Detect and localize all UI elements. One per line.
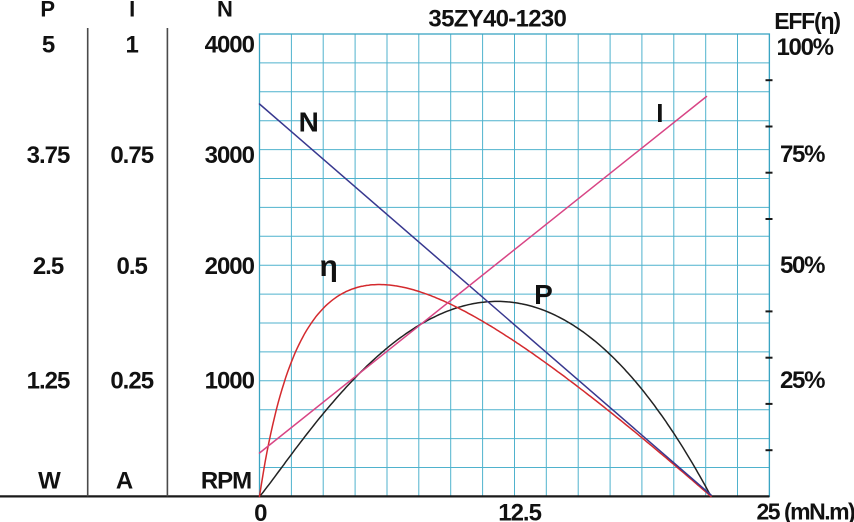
svg-text:EFF(η): EFF(η) [774,8,840,34]
svg-text:I: I [656,98,663,128]
svg-text:N: N [217,0,232,22]
svg-text:75%: 75% [780,141,825,168]
svg-text:1: 1 [126,32,139,59]
svg-text:1.25: 1.25 [27,368,70,395]
svg-text:N: N [299,107,319,138]
svg-text:25 (mN.m): 25 (mN.m) [757,498,854,522]
svg-text:12.5: 12.5 [498,500,541,522]
svg-text:5: 5 [42,32,55,59]
svg-text:100%: 100% [777,34,834,61]
svg-text:25%: 25% [780,367,825,394]
svg-text:RPM: RPM [201,468,251,495]
svg-text:50%: 50% [780,252,825,279]
svg-text:2000: 2000 [205,253,255,280]
svg-text:0.25: 0.25 [110,368,153,395]
svg-text:2.5: 2.5 [33,253,64,280]
svg-text:P: P [534,279,553,310]
svg-text:A: A [116,468,133,495]
svg-text:I: I [129,0,134,22]
svg-text:0: 0 [254,500,267,522]
svg-text:0.75: 0.75 [110,142,153,169]
svg-text:3000: 3000 [205,142,255,169]
svg-text:0.5: 0.5 [117,253,148,280]
svg-text:3.75: 3.75 [27,142,70,169]
svg-text:1000: 1000 [205,368,255,395]
svg-text:η: η [320,250,338,283]
svg-text:P: P [40,0,54,22]
svg-text:W: W [38,468,61,495]
svg-text:4000: 4000 [205,32,255,59]
svg-text:35ZY40-1230: 35ZY40-1230 [428,6,566,33]
